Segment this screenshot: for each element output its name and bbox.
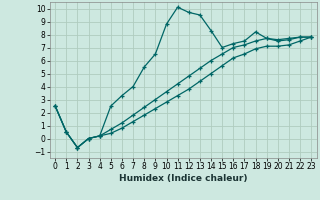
X-axis label: Humidex (Indice chaleur): Humidex (Indice chaleur) [119,174,247,183]
